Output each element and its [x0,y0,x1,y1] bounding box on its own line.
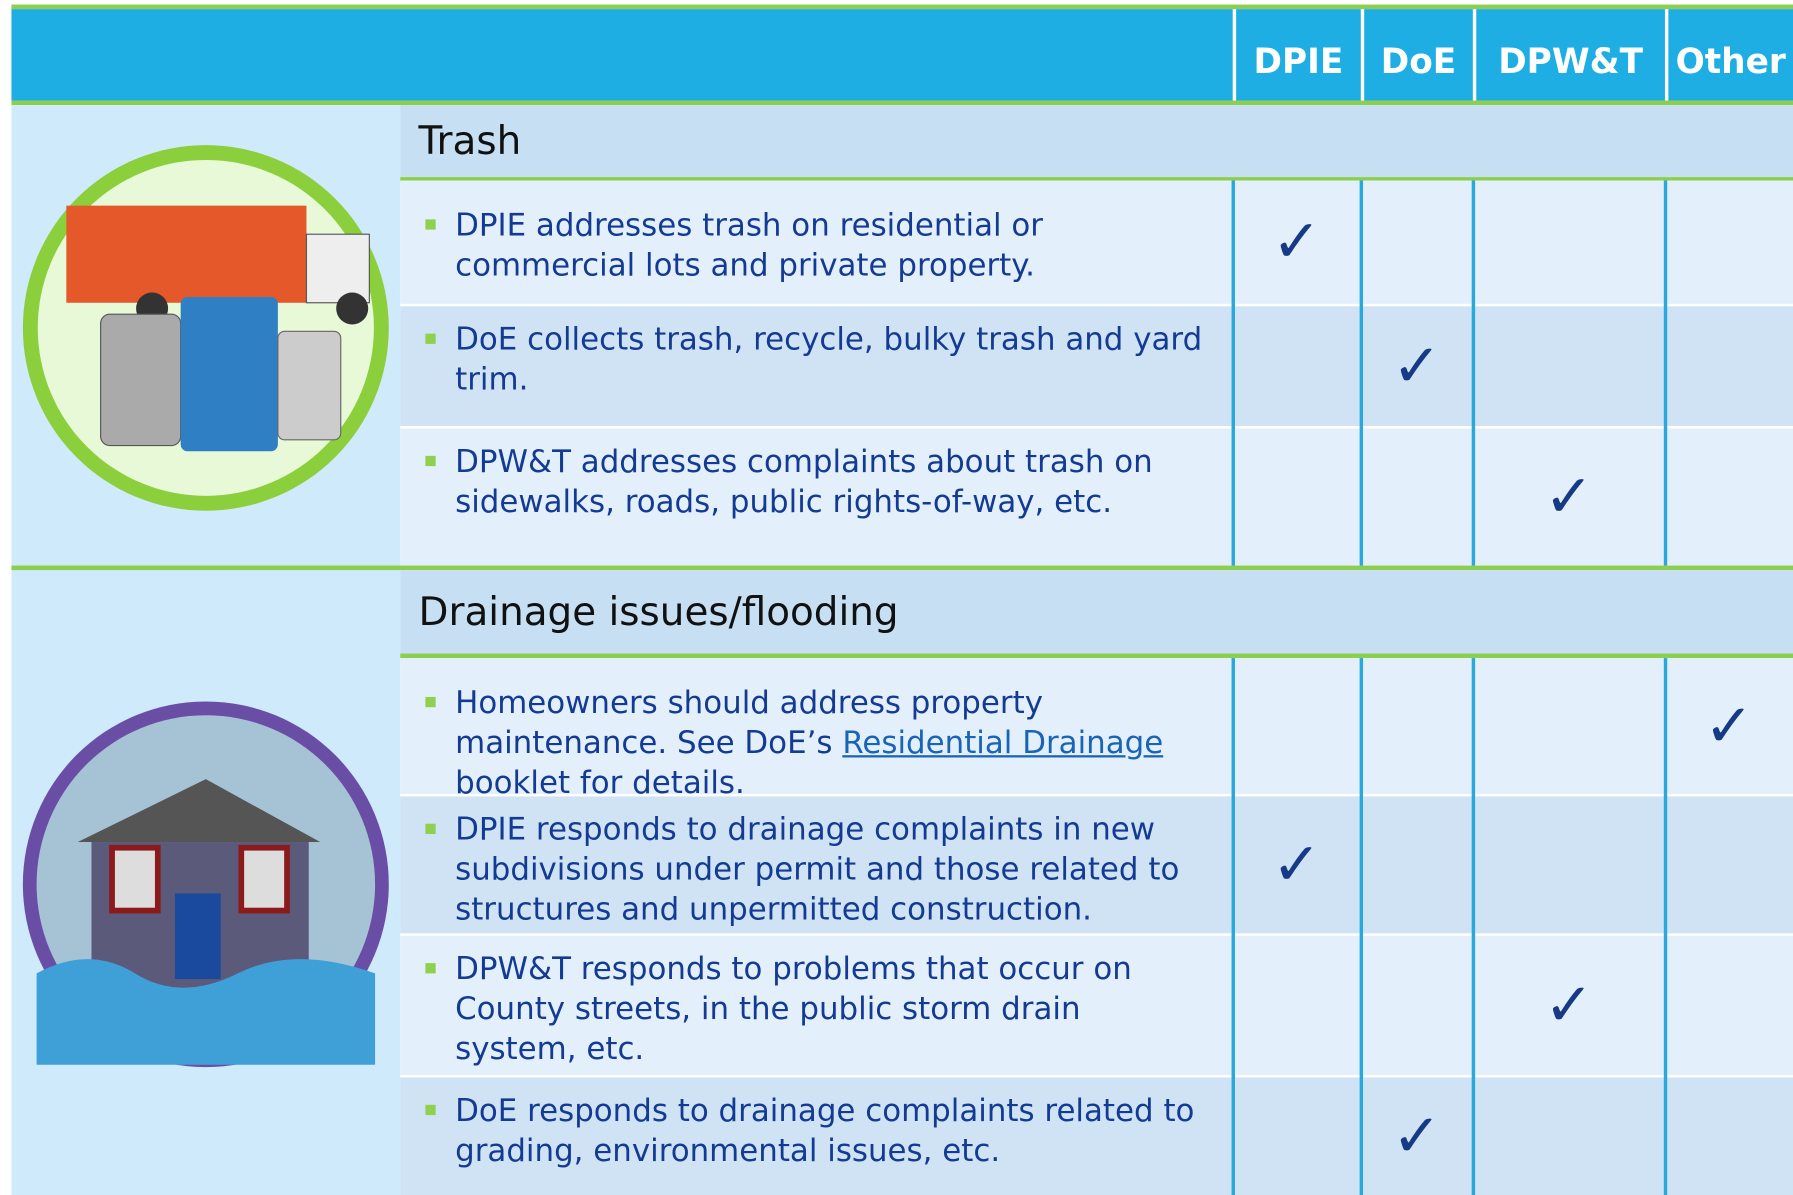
check-mark: ✓ [1473,936,1665,1075]
section-title: Trash [400,105,1793,177]
text: DPW&T addresses complaints about trash o… [455,444,1153,519]
bullet [425,1105,435,1115]
link[interactable]: Residential Drainage [842,725,1163,760]
row-text: DoE responds to drainage complaints rela… [400,1077,1232,1195]
section-title: Drainage issues/flooding [400,570,1793,653]
row-divider [400,794,1793,796]
bullet [425,697,435,707]
text: DoE collects trash, recycle, bulky trash… [455,322,1202,397]
row-divider [400,933,1793,935]
column-line [1232,658,1235,1195]
column-line [1360,658,1363,1195]
bullet [425,456,435,466]
row-text: DPIE responds to drainage complaints in … [400,796,1232,933]
row-divider [400,426,1793,428]
row-divider [400,1075,1793,1077]
column-header: DPIE [1233,9,1361,100]
text: DPIE responds to drainage complaints in … [455,812,1179,927]
bullet [425,963,435,973]
row-text: DoE collects trash, recycle, bulky trash… [400,306,1232,426]
row-text: Homeowners should address property maint… [400,658,1232,794]
column-line [1360,181,1363,566]
bullet [425,824,435,834]
row-divider [400,304,1793,306]
column-header: Other [1665,9,1793,100]
column-line [1472,658,1475,1195]
check-mark: ✓ [1233,796,1361,933]
column-header: DPW&T [1473,9,1665,100]
check-mark: ✓ [1361,1077,1473,1195]
flood-icon [21,699,393,1070]
check-mark: ✓ [1361,306,1473,426]
check-mark: ✓ [1473,428,1665,565]
column-line [1232,181,1235,566]
check-mark: ✓ [1665,658,1793,794]
column-header: DoE [1361,9,1473,100]
slide: DPIEDoEDPW&TOtherTrash DPIE addresses tra… [0,0,1793,1195]
text: DPIE addresses trash on residential or c… [455,208,1043,283]
text: DPW&T responds to problems that occur on… [455,952,1132,1067]
trash-icon [21,143,393,514]
text: DoE responds to drainage complaints rela… [455,1093,1194,1168]
check-mark: ✓ [1233,181,1361,304]
column-line [1664,658,1667,1195]
row-text: DPW&T addresses complaints about trash o… [400,428,1232,565]
bullet [425,334,435,344]
bullet [425,219,435,229]
page: DPIEDoEDPW&TOtherTrash DPIE addresses tra… [0,0,1793,1195]
row-text: DPIE addresses trash on residential or c… [400,181,1232,304]
row-text: DPW&T responds to problems that occur on… [400,936,1232,1075]
column-line [1664,181,1667,566]
column-line [1472,181,1475,566]
